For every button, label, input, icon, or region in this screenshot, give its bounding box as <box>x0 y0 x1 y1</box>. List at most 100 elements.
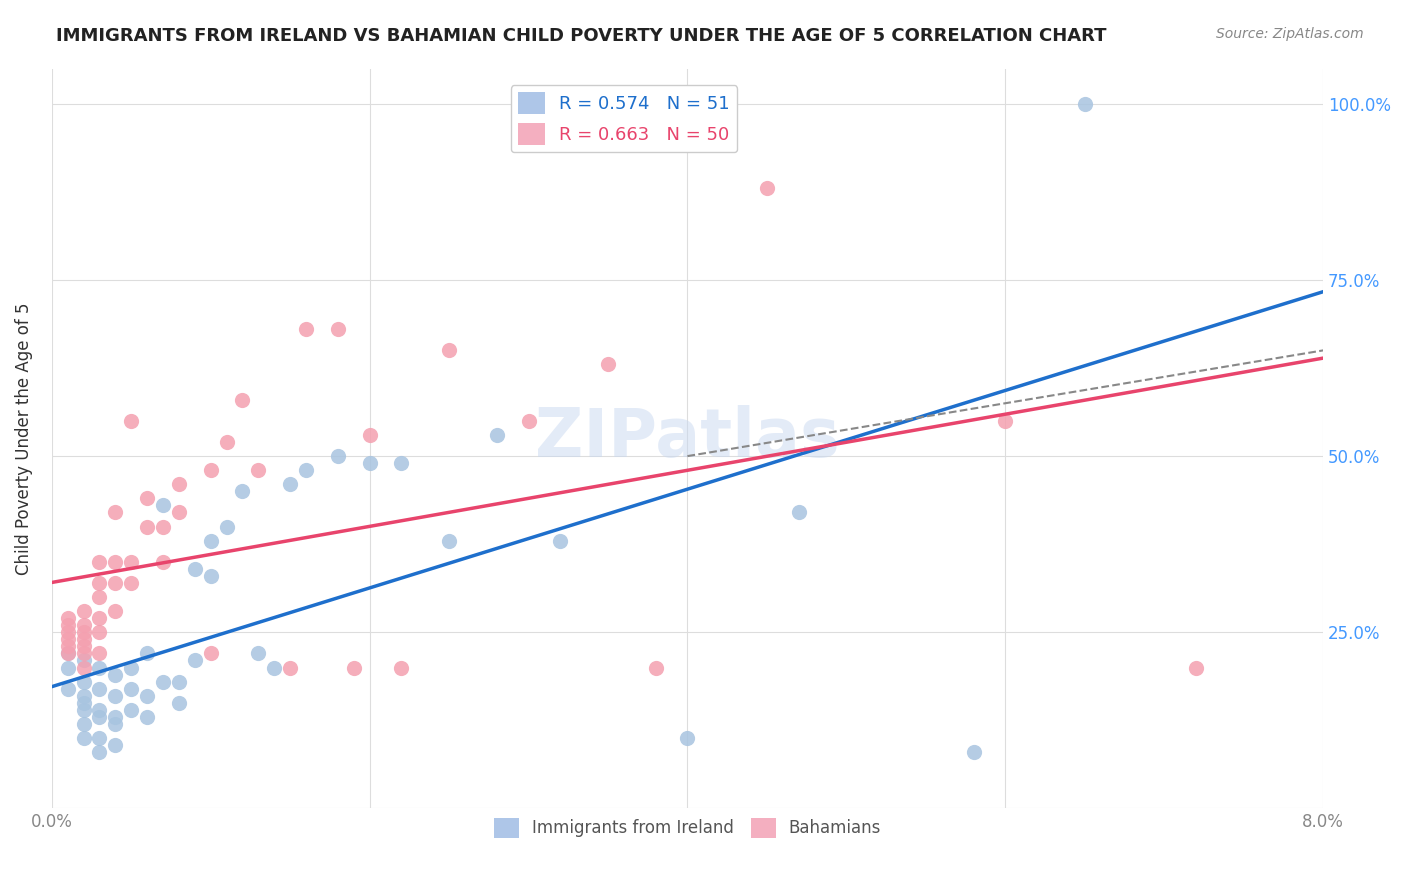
Point <box>295 463 318 477</box>
Point <box>56 618 79 632</box>
Point <box>72 674 94 689</box>
Point <box>231 392 253 407</box>
Point <box>89 625 111 640</box>
Point <box>167 674 190 689</box>
Y-axis label: Child Poverty Under the Age of 5: Child Poverty Under the Age of 5 <box>15 302 32 574</box>
Point <box>120 660 142 674</box>
Point <box>787 506 810 520</box>
Point <box>104 689 127 703</box>
Point <box>152 674 174 689</box>
Point <box>215 435 238 450</box>
Point <box>326 449 349 463</box>
Point <box>72 647 94 661</box>
Point <box>89 555 111 569</box>
Point <box>72 632 94 647</box>
Point <box>56 632 79 647</box>
Text: ZIPatlas: ZIPatlas <box>536 406 839 472</box>
Point <box>120 681 142 696</box>
Point <box>247 463 270 477</box>
Point <box>359 456 381 470</box>
Point <box>89 731 111 745</box>
Point <box>89 745 111 759</box>
Point <box>72 653 94 667</box>
Point <box>104 604 127 618</box>
Point <box>437 343 460 358</box>
Point <box>278 660 301 674</box>
Point <box>56 647 79 661</box>
Point <box>485 428 508 442</box>
Point <box>72 689 94 703</box>
Point <box>104 738 127 752</box>
Point <box>72 640 94 654</box>
Point <box>136 647 159 661</box>
Point <box>215 519 238 533</box>
Point <box>104 555 127 569</box>
Point <box>295 322 318 336</box>
Point <box>89 703 111 717</box>
Point <box>136 689 159 703</box>
Point <box>56 640 79 654</box>
Point <box>359 428 381 442</box>
Point <box>72 703 94 717</box>
Point <box>120 555 142 569</box>
Point <box>72 660 94 674</box>
Point <box>152 519 174 533</box>
Point <box>89 710 111 724</box>
Point <box>343 660 366 674</box>
Point <box>120 576 142 591</box>
Point <box>278 477 301 491</box>
Point <box>89 647 111 661</box>
Point <box>89 590 111 604</box>
Point <box>167 477 190 491</box>
Point <box>200 569 222 583</box>
Point <box>89 611 111 625</box>
Point <box>120 703 142 717</box>
Point <box>72 625 94 640</box>
Point <box>437 533 460 548</box>
Point <box>72 604 94 618</box>
Point <box>517 414 540 428</box>
Point <box>89 681 111 696</box>
Point <box>56 681 79 696</box>
Point <box>120 414 142 428</box>
Point <box>247 647 270 661</box>
Point <box>755 181 778 195</box>
Point <box>56 647 79 661</box>
Point <box>596 358 619 372</box>
Text: Source: ZipAtlas.com: Source: ZipAtlas.com <box>1216 27 1364 41</box>
Point <box>263 660 285 674</box>
Point <box>550 533 572 548</box>
Point <box>152 499 174 513</box>
Point <box>200 647 222 661</box>
Point <box>104 506 127 520</box>
Point <box>326 322 349 336</box>
Point <box>1074 96 1097 111</box>
Legend: Immigrants from Ireland, Bahamians: Immigrants from Ireland, Bahamians <box>486 811 889 845</box>
Point <box>72 717 94 731</box>
Point <box>676 731 699 745</box>
Point <box>72 618 94 632</box>
Point <box>104 576 127 591</box>
Text: IMMIGRANTS FROM IRELAND VS BAHAMIAN CHILD POVERTY UNDER THE AGE OF 5 CORRELATION: IMMIGRANTS FROM IRELAND VS BAHAMIAN CHIL… <box>56 27 1107 45</box>
Point <box>167 696 190 710</box>
Point <box>152 555 174 569</box>
Point <box>136 710 159 724</box>
Point <box>231 484 253 499</box>
Point <box>72 696 94 710</box>
Point <box>56 660 79 674</box>
Point <box>200 463 222 477</box>
Point <box>104 717 127 731</box>
Point <box>389 660 412 674</box>
Point <box>104 710 127 724</box>
Point <box>72 731 94 745</box>
Point <box>104 667 127 681</box>
Point <box>389 456 412 470</box>
Point <box>200 533 222 548</box>
Point <box>89 576 111 591</box>
Point <box>136 519 159 533</box>
Point <box>89 660 111 674</box>
Point <box>184 653 207 667</box>
Point <box>56 625 79 640</box>
Point <box>644 660 666 674</box>
Point <box>1185 660 1208 674</box>
